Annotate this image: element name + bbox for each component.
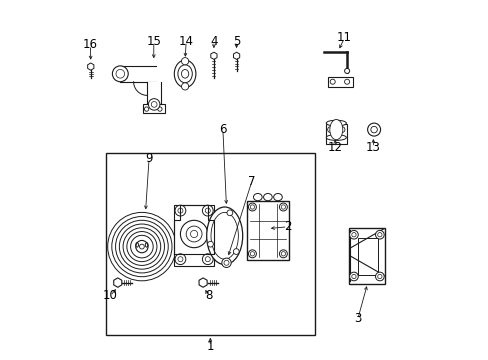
Circle shape [279, 203, 287, 211]
Circle shape [377, 274, 381, 279]
Bar [327, 77, 352, 87]
Circle shape [136, 240, 148, 253]
Circle shape [233, 249, 239, 255]
Text: 10: 10 [102, 289, 118, 302]
Circle shape [339, 127, 344, 132]
Bar [247, 201, 288, 260]
Text: 2: 2 [284, 220, 291, 233]
Polygon shape [114, 278, 122, 287]
Circle shape [248, 203, 256, 211]
Text: 7: 7 [247, 175, 255, 188]
Bar [357, 238, 377, 275]
Polygon shape [120, 66, 156, 82]
Ellipse shape [206, 207, 242, 265]
Ellipse shape [174, 60, 196, 87]
Circle shape [349, 230, 358, 239]
Circle shape [327, 127, 333, 132]
Ellipse shape [181, 83, 188, 90]
Text: 5: 5 [232, 35, 240, 48]
Ellipse shape [329, 120, 342, 140]
Ellipse shape [325, 135, 346, 140]
Text: 8: 8 [204, 289, 212, 302]
Circle shape [248, 250, 256, 258]
Circle shape [186, 226, 202, 242]
Circle shape [158, 107, 162, 111]
Bar [106, 153, 314, 335]
Ellipse shape [263, 194, 272, 201]
Polygon shape [147, 82, 161, 106]
Polygon shape [174, 205, 213, 266]
Text: 3: 3 [353, 312, 361, 325]
Circle shape [351, 233, 355, 237]
Text: 6: 6 [219, 123, 226, 136]
Circle shape [224, 260, 228, 265]
Ellipse shape [273, 194, 282, 201]
Text: 15: 15 [146, 35, 161, 48]
Circle shape [144, 107, 148, 111]
Circle shape [202, 205, 213, 216]
Circle shape [139, 244, 144, 249]
Circle shape [329, 79, 335, 84]
Circle shape [175, 205, 185, 216]
Text: 12: 12 [327, 141, 342, 154]
Circle shape [349, 272, 358, 281]
Ellipse shape [181, 69, 188, 78]
Circle shape [344, 79, 349, 84]
Circle shape [205, 208, 210, 213]
Ellipse shape [181, 58, 188, 65]
Bar [348, 228, 384, 284]
Circle shape [351, 274, 355, 279]
Text: 11: 11 [336, 31, 351, 44]
Bar [142, 104, 164, 113]
Circle shape [281, 205, 285, 209]
Bar [325, 124, 346, 144]
Circle shape [178, 257, 183, 262]
Circle shape [370, 126, 377, 133]
Polygon shape [87, 63, 94, 70]
Polygon shape [233, 52, 239, 59]
Text: 13: 13 [365, 141, 380, 154]
Circle shape [344, 68, 349, 73]
Text: 14: 14 [178, 35, 193, 48]
Circle shape [279, 250, 287, 258]
Circle shape [250, 252, 254, 256]
Circle shape [222, 258, 231, 267]
Ellipse shape [112, 66, 128, 82]
Circle shape [367, 123, 380, 136]
Circle shape [175, 254, 185, 265]
Ellipse shape [148, 99, 160, 110]
Circle shape [178, 208, 183, 213]
Circle shape [281, 252, 285, 256]
Circle shape [202, 254, 213, 265]
Circle shape [377, 233, 381, 237]
Ellipse shape [325, 120, 346, 126]
Circle shape [190, 230, 197, 238]
Ellipse shape [253, 194, 262, 201]
Circle shape [207, 241, 213, 247]
Circle shape [250, 205, 254, 209]
Circle shape [205, 257, 210, 262]
Text: 9: 9 [145, 152, 153, 165]
Circle shape [226, 210, 232, 216]
Circle shape [375, 230, 384, 239]
Text: 1: 1 [206, 340, 214, 353]
Polygon shape [210, 52, 217, 59]
Circle shape [375, 272, 384, 281]
Text: 16: 16 [83, 39, 98, 51]
Circle shape [180, 220, 207, 248]
Polygon shape [199, 278, 207, 287]
Text: 4: 4 [210, 35, 217, 48]
